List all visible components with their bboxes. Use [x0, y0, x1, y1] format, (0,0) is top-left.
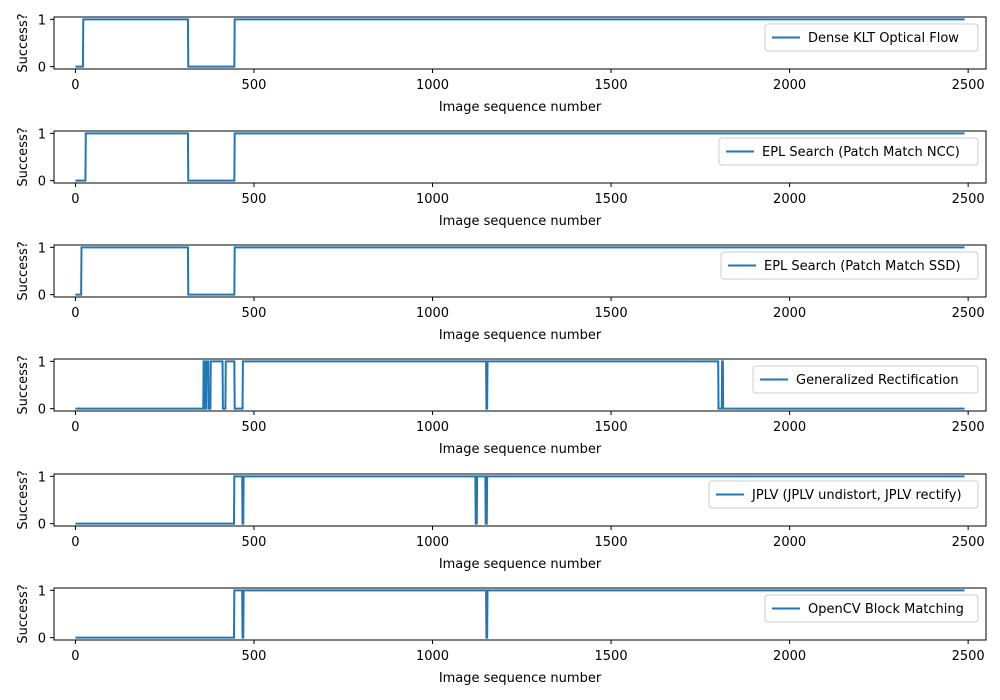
y-tick-label: 0: [38, 61, 46, 76]
series-line: [75, 18, 965, 68]
y-tick-label: 1: [38, 470, 46, 485]
x-tick-label: 500: [242, 649, 267, 664]
x-tick-label: 2000: [773, 78, 806, 93]
x-tick-label: 0: [71, 649, 79, 664]
x-tick-label: 0: [71, 78, 79, 93]
axes-frame: [53, 130, 987, 184]
legend-box: [752, 365, 979, 394]
legend-box: [708, 480, 979, 509]
series-line: [75, 360, 965, 410]
legend-box: [720, 251, 979, 280]
x-axis-title: Image sequence number: [439, 557, 602, 572]
series-line: [75, 475, 965, 525]
subplot-3: 0 500 1000 1500 2000 2500 0 1 Image sequence num…: [16, 241, 987, 343]
x-tick-label: 2500: [952, 78, 985, 93]
legend: OpenCV Block Matching: [764, 594, 979, 623]
series-line: [75, 589, 965, 639]
x-tick-label: 0: [71, 306, 79, 321]
y-tick-label: 0: [38, 289, 46, 304]
y-tick-label: 0: [38, 632, 46, 647]
x-tick-label: 500: [242, 192, 267, 207]
legend: EPL Search (Patch Match NCC): [718, 137, 979, 166]
x-tick-label: 0: [71, 192, 79, 207]
subplot-1: 0 500 1000 1500 2000 2500 0 1 Image sequence num…: [16, 13, 987, 115]
y-tick-label: 1: [38, 355, 46, 370]
x-tick-label: 500: [242, 78, 267, 93]
legend-box: [764, 23, 979, 52]
x-tick-label: 2000: [773, 649, 806, 664]
subplot-4: 0 500 1000 1500 2000 2500 0 1 Image sequence num…: [16, 355, 987, 457]
x-tick-label: 1500: [595, 192, 628, 207]
y-axis-title: Success?: [16, 584, 31, 643]
x-tick-label: 2500: [952, 306, 985, 321]
y-axis-title: Success?: [16, 241, 31, 300]
legend-label: JPLV (JPLV undistort, JPLV rectify): [751, 488, 962, 503]
legend: Generalized Rectification: [752, 365, 979, 394]
x-tick-label: 2500: [952, 535, 985, 550]
y-tick-label: 1: [38, 13, 46, 28]
y-tick-label: 0: [38, 175, 46, 190]
x-tick-label: 1000: [416, 306, 449, 321]
y-tick-label: 1: [38, 241, 46, 256]
x-tick-label: 2500: [952, 420, 985, 435]
x-tick-label: 1500: [595, 420, 628, 435]
legend-label: EPL Search (Patch Match NCC): [762, 145, 960, 160]
legend-label: OpenCV Block Matching: [808, 602, 964, 617]
x-tick-label: 500: [242, 306, 267, 321]
legend-box: [718, 137, 979, 166]
x-tick-label: 1000: [416, 420, 449, 435]
subplot-5: 0 500 1000 1500 2000 2500 0 1 Image sequence num…: [16, 470, 987, 572]
x-tick-label: 1500: [595, 306, 628, 321]
x-axis-title: Image sequence number: [439, 100, 602, 115]
x-tick-label: 1000: [416, 535, 449, 550]
series-line: [75, 132, 965, 182]
axes-frame: [53, 587, 987, 641]
x-axis-title: Image sequence number: [439, 442, 602, 457]
legend-label: EPL Search (Patch Match SSD): [764, 259, 961, 274]
y-tick-label: 0: [38, 403, 46, 418]
axes-frame: [53, 16, 987, 70]
y-tick-label: 1: [38, 584, 46, 599]
legend: EPL Search (Patch Match SSD): [720, 251, 979, 280]
x-tick-label: 1000: [416, 192, 449, 207]
x-tick-label: 2000: [773, 192, 806, 207]
y-axis-title: Success?: [16, 13, 31, 72]
legend: Dense KLT Optical Flow: [764, 23, 979, 52]
legend-label: Generalized Rectification: [796, 373, 959, 388]
axes-frame: [53, 244, 987, 298]
x-tick-label: 1500: [595, 535, 628, 550]
x-tick-label: 0: [71, 420, 79, 435]
x-tick-label: 1000: [416, 649, 449, 664]
x-axis-title: Image sequence number: [439, 671, 602, 686]
x-tick-label: 1500: [595, 78, 628, 93]
x-tick-label: 0: [71, 535, 79, 550]
y-tick-label: 0: [38, 518, 46, 533]
x-tick-label: 500: [242, 535, 267, 550]
x-tick-label: 2000: [773, 306, 806, 321]
x-tick-label: 1000: [416, 78, 449, 93]
legend: JPLV (JPLV undistort, JPLV rectify): [708, 480, 979, 509]
x-tick-label: 2500: [952, 192, 985, 207]
subplot-2: 0 500 1000 1500 2000 2500 0 1 Image sequence num…: [16, 127, 987, 229]
x-tick-label: 1500: [595, 649, 628, 664]
axes-frame: [53, 473, 987, 527]
x-tick-label: 2500: [952, 649, 985, 664]
legend-box: [764, 594, 979, 623]
x-axis-title: Image sequence number: [439, 214, 602, 229]
y-axis-title: Success?: [16, 470, 31, 529]
series-line: [75, 246, 965, 296]
y-axis-title: Success?: [16, 355, 31, 414]
x-axis-title: Image sequence number: [439, 328, 602, 343]
subplot-6: 0 500 1000 1500 2000 2500 0 1 Image sequence num…: [16, 584, 987, 686]
legend-label: Dense KLT Optical Flow: [808, 31, 959, 46]
x-tick-label: 2000: [773, 420, 806, 435]
y-axis-title: Success?: [16, 127, 31, 186]
axes-frame: [53, 358, 987, 412]
x-tick-label: 2000: [773, 535, 806, 550]
y-tick-label: 1: [38, 127, 46, 142]
x-tick-label: 500: [242, 420, 267, 435]
